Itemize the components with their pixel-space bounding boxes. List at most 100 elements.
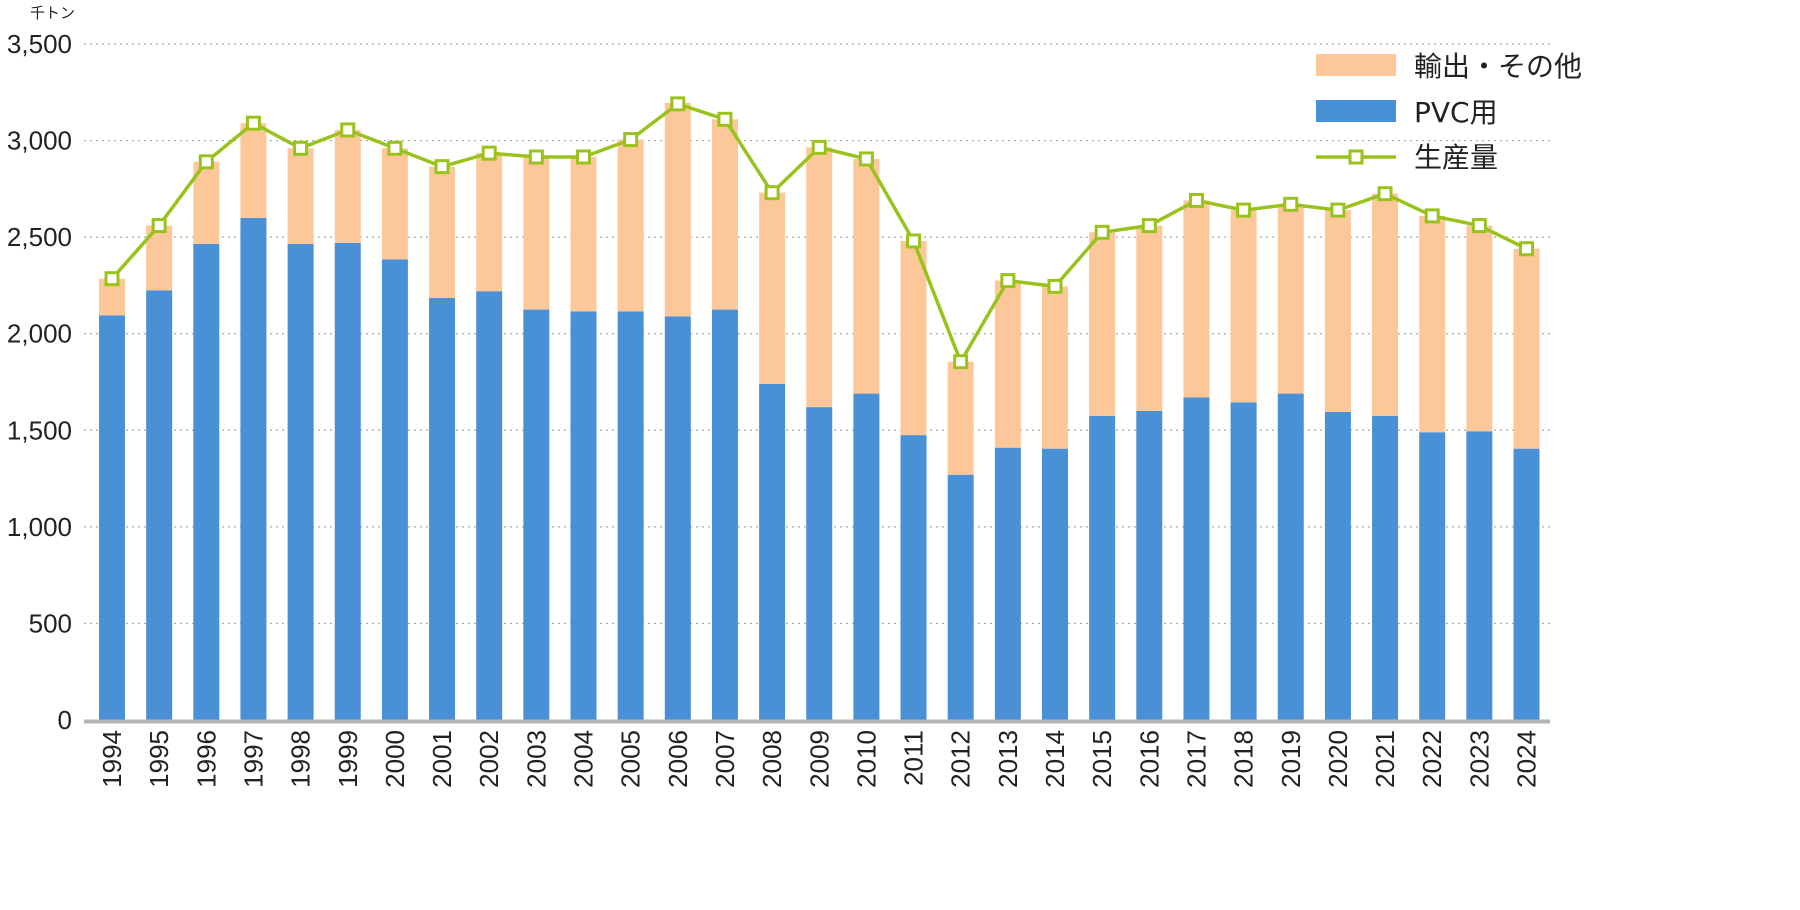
production-line-series	[104, 96, 1534, 370]
bar-pvc-2003	[523, 309, 550, 720]
x-tick-label-1996: 1996	[191, 730, 221, 788]
production-marker-1995	[151, 218, 167, 234]
bar-pvc-2004	[570, 311, 597, 720]
x-tick-label-2017: 2017	[1181, 730, 1211, 788]
x-tick-label-1995: 1995	[144, 730, 174, 788]
bar-pvc-2009	[806, 407, 833, 720]
bar-pvc-2015	[1089, 415, 1116, 720]
production-marker-1999	[340, 122, 356, 138]
legend-swatch-export-other	[1316, 54, 1396, 76]
bar-export-other-2016	[1136, 225, 1163, 411]
legend-swatch-pvc	[1316, 100, 1396, 122]
bar-export-other-2014	[1042, 286, 1068, 449]
production-marker-2018	[1236, 202, 1252, 218]
production-marker-2003	[528, 149, 544, 165]
bar-pvc-2012	[947, 474, 974, 720]
bar-pvc-2002	[476, 291, 503, 720]
production-marker-2008	[764, 185, 780, 201]
x-tick-label-2003: 2003	[521, 730, 551, 788]
x-tick-label-1997: 1997	[238, 730, 268, 788]
bar-export-other-2017	[1183, 200, 1210, 398]
x-tick-label-2016: 2016	[1134, 730, 1164, 788]
bar-pvc-2022	[1419, 432, 1446, 720]
bar-pvc-2005	[617, 311, 644, 720]
bar-export-other-2012	[947, 361, 974, 475]
bar-pvc-2017	[1183, 397, 1210, 720]
bar-export-other-2001	[429, 166, 456, 298]
bar-pvc-2020	[1324, 411, 1351, 720]
x-tick-label-2000: 2000	[380, 730, 410, 788]
bar-pvc-2013	[994, 447, 1021, 720]
production-marker-2009	[811, 139, 827, 155]
bar-pvc-2006	[664, 316, 691, 720]
production-marker-2013	[1000, 273, 1016, 289]
bar-pvc-2014	[1042, 448, 1068, 720]
y-tick-label: 2,500	[7, 222, 72, 252]
bar-export-other-2019	[1277, 204, 1304, 394]
production-marker-1996	[198, 154, 214, 170]
production-marker-2001	[434, 159, 450, 175]
production-marker-2006	[670, 96, 686, 112]
bar-pvc-2019	[1277, 393, 1304, 720]
bars	[99, 102, 1540, 721]
x-tick-label-2005: 2005	[616, 730, 646, 788]
bar-pvc-2007	[711, 309, 738, 720]
x-tick-label-2009: 2009	[804, 730, 834, 788]
legend-label-export-other: 輸出・その他	[1414, 50, 1582, 83]
production-marker-2010	[858, 151, 874, 167]
bar-export-other-2021	[1372, 193, 1399, 416]
x-tick-label-2019: 2019	[1276, 730, 1306, 788]
x-tick-label-2013: 2013	[993, 730, 1023, 788]
production-marker-2004	[576, 149, 591, 165]
x-tick-label-2023: 2023	[1464, 730, 1494, 788]
production-marker-2023	[1471, 218, 1487, 234]
x-tick-label-2011: 2011	[899, 730, 929, 786]
production-marker-2007	[717, 111, 733, 127]
bar-export-other-2022	[1419, 215, 1446, 433]
bar-export-other-2002	[476, 153, 503, 292]
x-tick-label-2021: 2021	[1370, 730, 1400, 788]
legend-swatch-production-marker	[1348, 149, 1364, 165]
bar-export-other-2000	[381, 148, 408, 260]
production-marker-2012	[953, 354, 969, 370]
bar-pvc-1994	[99, 315, 125, 720]
bar-export-other-2004	[570, 156, 597, 312]
bar-pvc-2000	[381, 259, 408, 720]
production-marker-1997	[245, 115, 261, 131]
x-tick-label-2006: 2006	[663, 730, 693, 788]
production-marker-2014	[1047, 278, 1063, 294]
bar-export-other-2005	[617, 139, 644, 312]
y-axis-tick-labels: 0 500 1,000 1,500 2,000 2,500 3,000 3,500	[7, 29, 72, 735]
production-marker-2021	[1377, 186, 1393, 202]
y-tick-label: 1,000	[7, 512, 72, 542]
y-axis-unit-label: 千トン	[30, 4, 75, 22]
production-marker-1994	[104, 271, 120, 287]
production-marker-2000	[387, 140, 403, 156]
bar-export-other-1998	[287, 148, 314, 244]
bar-pvc-1997	[240, 217, 267, 721]
production-marker-2024	[1519, 241, 1534, 257]
y-tick-label: 3,000	[7, 126, 72, 156]
x-tick-label-2002: 2002	[474, 730, 504, 788]
bar-export-other-2015	[1089, 232, 1116, 416]
production-marker-1998	[293, 140, 309, 156]
production-marker-2019	[1283, 196, 1299, 212]
bar-pvc-1999	[334, 242, 361, 721]
bar-export-other-2008	[759, 192, 786, 384]
y-tick-label: 2,000	[7, 319, 72, 349]
bar-export-other-2007	[711, 119, 738, 310]
bar-export-other-2024	[1513, 248, 1540, 449]
bar-export-other-2023	[1466, 225, 1493, 432]
production-marker-2005	[623, 132, 639, 148]
legend-label-pvc: PVC用	[1414, 96, 1498, 129]
production-marker-2002	[481, 145, 497, 161]
bar-pvc-2021	[1372, 415, 1399, 720]
x-tick-label-2007: 2007	[710, 730, 740, 788]
y-tick-label: 3,500	[7, 29, 72, 59]
bar-pvc-2024	[1513, 448, 1540, 720]
bar-pvc-2008	[759, 383, 786, 720]
production-marker-2020	[1330, 202, 1346, 218]
x-tick-label-2008: 2008	[757, 730, 787, 788]
y-tick-label: 500	[29, 608, 72, 638]
